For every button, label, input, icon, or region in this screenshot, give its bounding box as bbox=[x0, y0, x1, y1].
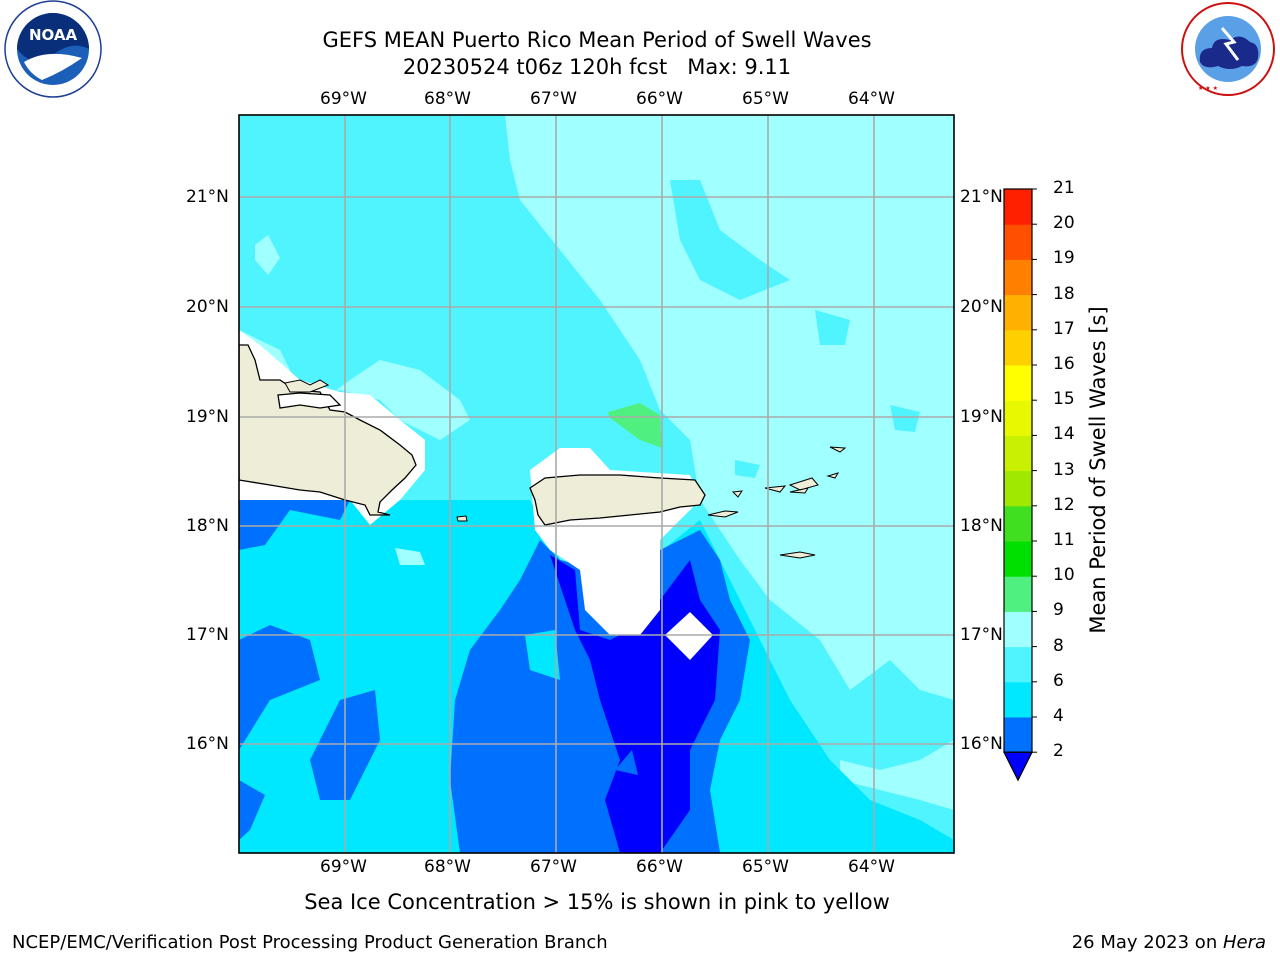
field-8-9-isle bbox=[255, 235, 280, 275]
field-6-8-patch-ne bbox=[670, 180, 790, 300]
lon-label-bottom: 64°W bbox=[848, 857, 895, 877]
colorbar-tick-label: 16 bbox=[1053, 354, 1075, 374]
land-virgin-islands bbox=[764, 472, 840, 494]
colorbar-tick-label: 8 bbox=[1053, 635, 1064, 656]
field-8-9-west bbox=[239, 330, 470, 440]
nws-logo: ★ ★ ★ bbox=[1178, 0, 1278, 98]
colorbar-segment bbox=[1004, 505, 1032, 542]
field-4-6-sea bbox=[239, 520, 540, 650]
lon-label-top: 68°W bbox=[424, 89, 471, 109]
field-2-4-inner bbox=[615, 750, 638, 775]
colorbar-segment bbox=[1004, 576, 1032, 612]
lon-label-top: 66°W bbox=[636, 89, 683, 109]
colorbar-segment bbox=[1004, 294, 1032, 331]
colorbar-segment bbox=[1004, 329, 1032, 366]
land-culebra bbox=[731, 490, 744, 498]
colorbar-tick-label: 9 bbox=[1053, 600, 1064, 621]
colorbar-segment bbox=[1004, 646, 1032, 683]
colorbar-segment bbox=[1004, 435, 1032, 472]
colorbar-tick-label: 19 bbox=[1053, 248, 1075, 269]
land-st-croix bbox=[779, 551, 816, 559]
lon-label-top: 67°W bbox=[530, 89, 577, 109]
field-8-9-s3 bbox=[395, 548, 425, 565]
lon-label-top: 69°W bbox=[320, 89, 367, 109]
colorbar-under-arrow bbox=[1003, 751, 1033, 782]
lat-label-right: 21°N bbox=[960, 187, 1003, 207]
lat-label-left: 20°N bbox=[186, 297, 229, 317]
colorbar-title: Mean Period of Swell Waves [s] bbox=[1086, 306, 1110, 634]
colorbar-tick-label: 2 bbox=[1053, 741, 1064, 762]
field-2-4-sw3 bbox=[239, 780, 265, 840]
lon-label-bottom: 67°W bbox=[530, 857, 577, 877]
lon-label-top: 64°W bbox=[848, 89, 895, 109]
colorbar-segment bbox=[1004, 365, 1032, 401]
colorbar-tick-label: 18 bbox=[1053, 283, 1075, 304]
colorbar-tick-label: 11 bbox=[1053, 530, 1075, 550]
colorbar-tick-label: 15 bbox=[1053, 389, 1075, 410]
field-8-9-north bbox=[505, 115, 954, 700]
footer-branch: NCEP/EMC/Verification Post Processing Pr… bbox=[12, 932, 608, 953]
field-6-8-patch-e3 bbox=[735, 460, 760, 478]
mask-dot bbox=[665, 612, 713, 660]
field-2-4-west bbox=[239, 500, 350, 550]
lon-label-bottom: 68°W bbox=[424, 857, 471, 877]
graticule bbox=[239, 115, 954, 853]
land-anegada bbox=[829, 446, 847, 453]
map-title: GEFS MEAN Puerto Rico Mean Period of Swe… bbox=[322, 28, 872, 52]
colorbar-segment bbox=[1004, 541, 1032, 577]
colorbar-segment bbox=[1004, 224, 1032, 260]
svg-text:★ ★ ★: ★ ★ ★ bbox=[1198, 85, 1218, 92]
footer-date-text: 26 May 2023 on bbox=[1071, 932, 1223, 953]
lat-label-left: 17°N bbox=[186, 625, 229, 645]
field-8-9-south bbox=[840, 740, 954, 810]
colorbar-segment bbox=[1004, 259, 1032, 296]
colorbar-segment bbox=[1004, 470, 1032, 507]
lon-label-bottom: 66°W bbox=[636, 857, 683, 877]
colorbar-segment bbox=[1004, 189, 1032, 225]
sea-ice-caption: Sea Ice Concentration > 15% is shown in … bbox=[304, 890, 890, 914]
lat-label-left: 21°N bbox=[186, 187, 229, 207]
noaa-logo: NOAA bbox=[2, 0, 104, 98]
svg-text:NOAA: NOAA bbox=[29, 26, 78, 44]
lon-label-top: 65°W bbox=[742, 89, 789, 109]
lat-label-left: 16°N bbox=[186, 734, 229, 754]
colorbar-tick-label: 6 bbox=[1053, 670, 1064, 691]
colorbar-tick-label: 21 bbox=[1053, 178, 1075, 198]
field-6-8-patch-e bbox=[815, 310, 850, 345]
colorbar-tick-label: 4 bbox=[1053, 706, 1064, 726]
lat-label-right: 20°N bbox=[960, 297, 1003, 317]
colorbar-tick-label: 17 bbox=[1053, 318, 1075, 339]
field-4-6-pocket bbox=[525, 630, 560, 680]
colorbar-tick-label: 10 bbox=[1053, 565, 1075, 586]
field-2-4-sw bbox=[239, 625, 320, 750]
colorbar-tick-label: 20 bbox=[1053, 213, 1075, 234]
colorbar-segment bbox=[1004, 611, 1032, 648]
footer-host: Hera bbox=[1222, 932, 1266, 953]
lon-label-bottom: 69°W bbox=[320, 857, 367, 877]
colorbar bbox=[1003, 188, 1037, 782]
lat-label-left: 18°N bbox=[186, 516, 229, 536]
colorbar-tick-label: 12 bbox=[1053, 494, 1075, 515]
colorbar-segment bbox=[1004, 400, 1032, 436]
lat-label-right: 19°N bbox=[960, 407, 1003, 427]
map-subtitle: 20230524 t06z 120h fcst Max: 9.11 bbox=[402, 55, 792, 79]
lat-label-left: 19°N bbox=[186, 407, 229, 427]
land-hispaniola-cape bbox=[284, 379, 330, 393]
land-hispaniola-north bbox=[277, 392, 342, 409]
land-islet bbox=[456, 515, 468, 522]
colorbar-tick-label: 13 bbox=[1053, 459, 1075, 480]
field-9-10 bbox=[608, 403, 662, 448]
colorbar-tick-label: 14 bbox=[1053, 424, 1075, 445]
footer-date: 26 May 2023 on Hera bbox=[1072, 932, 1266, 953]
colorbar-segment bbox=[1004, 681, 1032, 718]
map-frame bbox=[238, 114, 955, 854]
colorbar-segment bbox=[1004, 717, 1032, 753]
lat-label-right: 16°N bbox=[960, 734, 1003, 754]
lon-label-bottom: 65°W bbox=[742, 857, 789, 877]
land-vieques bbox=[707, 510, 739, 518]
field-6-8-patch-e2 bbox=[890, 405, 920, 432]
lat-label-right: 18°N bbox=[960, 516, 1003, 536]
lat-label-right: 17°N bbox=[960, 625, 1003, 645]
